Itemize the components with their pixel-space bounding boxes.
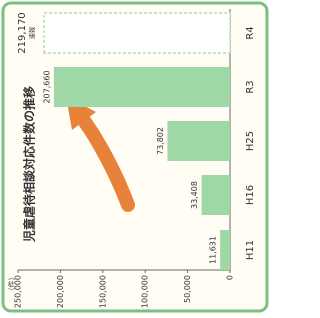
value-label: 73,802 [156,127,165,155]
x-tick-label: R3 [245,80,256,93]
y-tick-label: 100,000 [141,275,150,308]
note-label: 速報 [30,27,37,39]
y-tick-label: 200,000 [56,275,65,308]
value-label: 207,660 [42,70,51,103]
x-tick-label: H16 [245,185,256,205]
bar [202,175,230,215]
value-label: 33,408 [190,181,199,209]
value-label: 219,170 [17,12,28,53]
y-tick-label: 150,000 [98,275,107,308]
x-tick-label: H11 [245,240,256,260]
y-tick-label: 250,000 [14,275,23,308]
bar [220,230,230,270]
bar [54,67,230,107]
chart: 児童虐待相談対応件数の推移 （件） 050,000100,000150,0002… [0,0,270,314]
bar [167,121,230,161]
y-tick-label: 0 [226,275,235,280]
chart-title: 児童虐待相談対応件数の推移 [22,86,37,243]
x-tick-label: R4 [245,26,256,39]
bar [44,13,230,53]
value-label: 11,631 [209,236,218,264]
x-tick-label: H25 [245,131,256,151]
y-tick-label: 50,000 [183,275,192,303]
